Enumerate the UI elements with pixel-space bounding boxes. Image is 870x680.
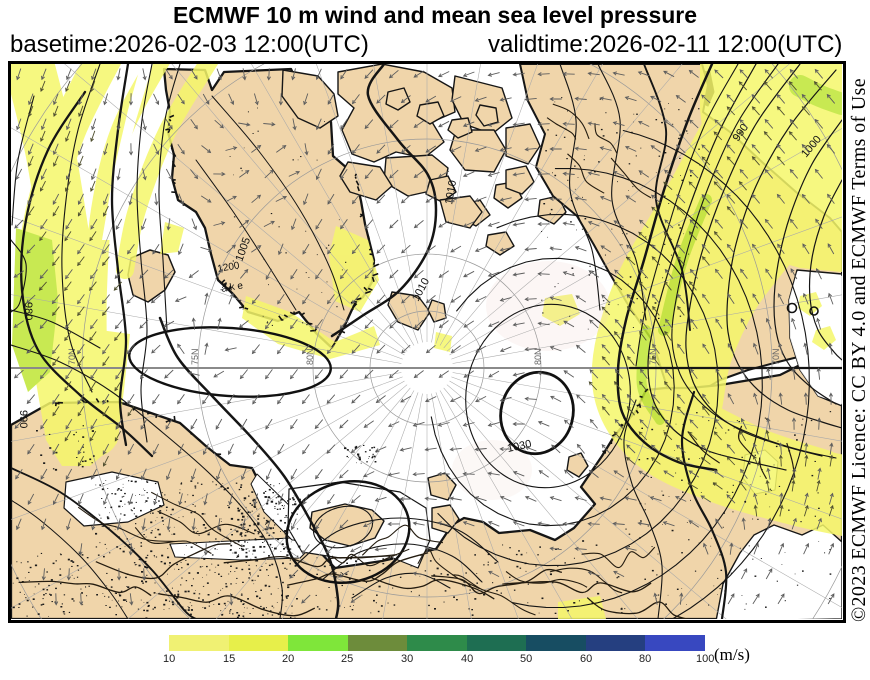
svg-text:80N: 80N [305,348,315,365]
svg-text:75N: 75N [190,348,200,365]
svg-text:70N: 70N [771,348,781,365]
svg-text:980: 980 [22,302,34,320]
svg-text:1030: 1030 [506,438,532,455]
svg-text:80N: 80N [533,348,543,365]
svg-text:70N: 70N [67,348,77,365]
svg-text:990: 990 [17,410,29,428]
svg-text:1200: 1200 [216,260,240,275]
